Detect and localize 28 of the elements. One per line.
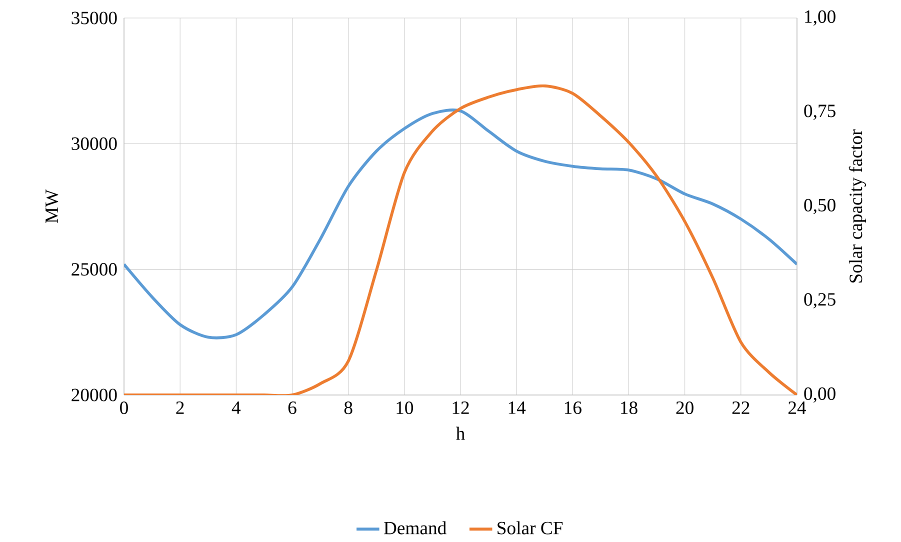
x-tick-label: 8 bbox=[344, 401, 352, 414]
y2-tick-label: 0,50 bbox=[804, 198, 836, 214]
legend-label: Demand bbox=[384, 521, 446, 534]
y2-tick-label: 0,75 bbox=[804, 104, 836, 120]
x-tick-label: 6 bbox=[288, 401, 296, 414]
x-tick-label: 20 bbox=[676, 401, 694, 414]
x-tick-label: 10 bbox=[396, 401, 414, 414]
legend-label: Solar CF bbox=[498, 521, 563, 534]
y2-tick-label: 0,25 bbox=[804, 293, 836, 308]
line-series bbox=[124, 108, 797, 340]
x-tick-label: 0 bbox=[120, 401, 128, 414]
y-tick-label: 25000 bbox=[72, 263, 117, 276]
x-tick-label: 24 bbox=[788, 401, 806, 414]
x-tick-label: 16 bbox=[564, 401, 582, 414]
x-tick-label: 12 bbox=[452, 401, 469, 414]
x-tick-label: 18 bbox=[621, 401, 638, 414]
y2-tick-label: 1,00 bbox=[805, 10, 836, 26]
y-tick-label: 20000 bbox=[72, 388, 117, 402]
x-tick-label: 14 bbox=[508, 401, 526, 414]
y-tick-label: 30000 bbox=[72, 137, 117, 150]
x-tick-label: 22 bbox=[732, 401, 750, 414]
x-tick-label: 2 bbox=[176, 401, 184, 414]
y-axis-title: MW bbox=[46, 189, 58, 224]
x-axis-title: h bbox=[456, 426, 465, 440]
x-tick-label: 4 bbox=[232, 401, 241, 414]
y2-axis-title: Solar capacity factor bbox=[848, 129, 866, 282]
y2-tick-label: 0,00 bbox=[804, 387, 836, 403]
y-tick-label: 35000 bbox=[72, 12, 117, 24]
